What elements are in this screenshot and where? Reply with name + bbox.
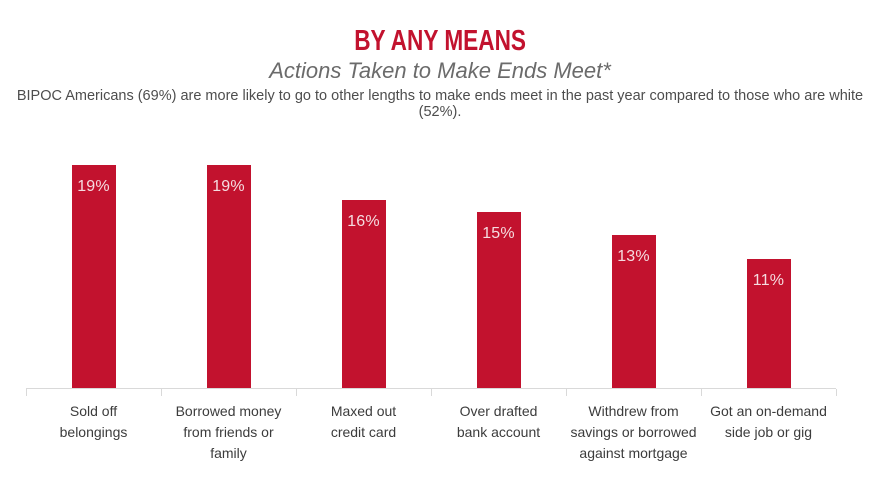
bar-value-label: 13% <box>617 248 650 265</box>
category-label: Borrowed money from friends or family <box>175 403 282 461</box>
category-label: Sold off belongings <box>59 403 128 440</box>
bar: 16% <box>341 200 386 388</box>
axis-tick <box>161 389 162 396</box>
bar: 11% <box>746 259 791 388</box>
category-label: Got an on-demand side job or gig <box>710 403 827 440</box>
bar-slot: 15% <box>431 153 566 388</box>
axis-tick <box>701 389 702 396</box>
page-title: BY ANY MEANS <box>0 21 880 58</box>
category-label: Maxed out credit card <box>330 403 397 440</box>
plot-area: 19% 19% 16% 15% 13% 11% <box>26 153 836 388</box>
x-axis-line <box>26 388 837 396</box>
bar-slot: 11% <box>701 153 836 388</box>
axis-tick <box>431 389 432 396</box>
page-title-text: BY ANY MEANS <box>354 25 526 57</box>
bar-value-label: 16% <box>347 213 380 230</box>
bar: 13% <box>611 235 656 388</box>
bar-value-label: 15% <box>482 225 515 242</box>
category-label: Withdrew from savings or borrowed agains… <box>570 403 697 461</box>
bar-value-label: 19% <box>77 178 110 195</box>
bar: 19% <box>206 165 251 388</box>
bar-slot: 19% <box>161 153 296 388</box>
bar-value-label: 11% <box>752 272 785 289</box>
axis-tick <box>566 389 567 396</box>
axis-tick <box>836 389 837 396</box>
bar-slot: 19% <box>26 153 161 388</box>
bar-value-label: 19% <box>212 178 245 195</box>
chart-description: BIPOC Americans (69%) are more likely to… <box>16 88 864 120</box>
axis-tick <box>296 389 297 396</box>
category-label: Over drafted bank account <box>456 403 541 440</box>
category-labels-row: Sold off belongings Borrowed money from f… <box>26 401 836 464</box>
bar: 15% <box>476 212 521 388</box>
bar-slot: 13% <box>566 153 701 388</box>
axis-tick <box>26 389 27 396</box>
bar-slot: 16% <box>296 153 431 388</box>
chart-subtitle: Actions Taken to Make Ends Meet* <box>269 58 611 83</box>
bar: 19% <box>71 165 116 388</box>
